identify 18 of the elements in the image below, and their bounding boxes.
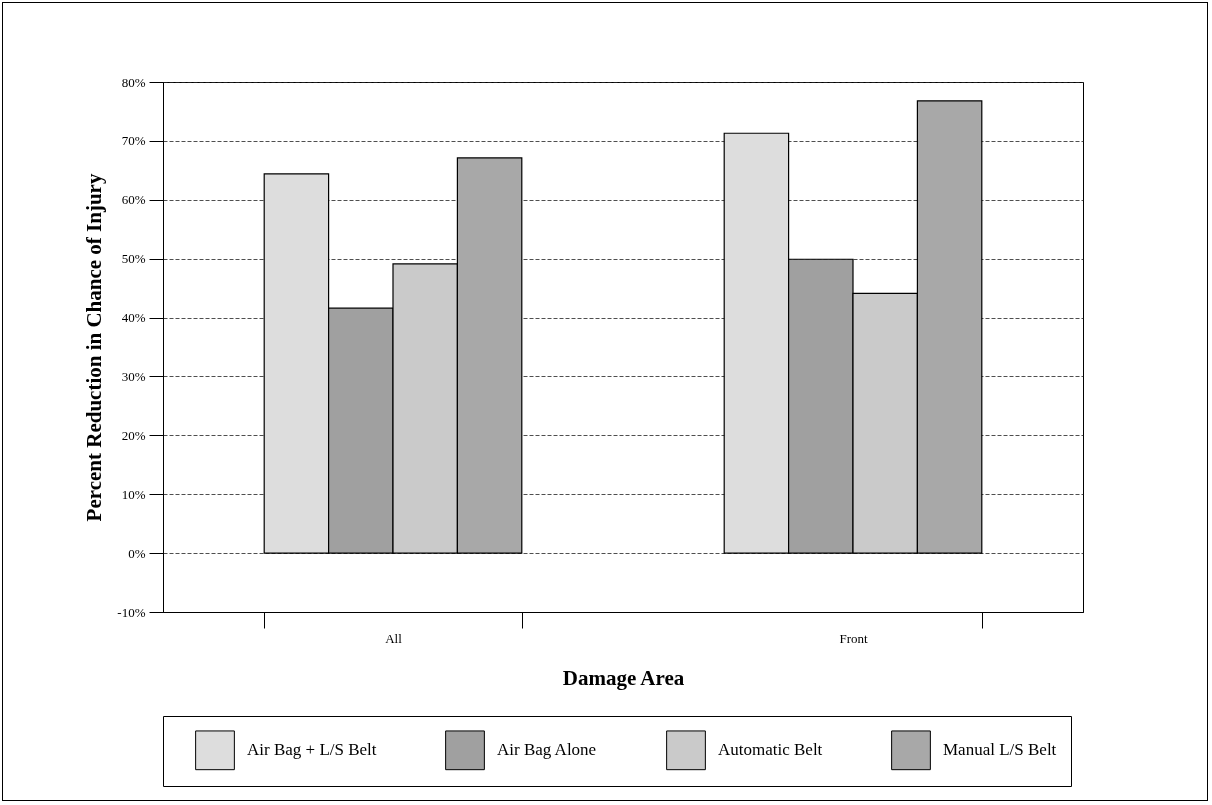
x-tick-label: Front (839, 630, 868, 646)
legend-label: Air Bag Alone (497, 740, 597, 760)
y-tick-label: 50% (121, 251, 146, 267)
y-tick-label: 30% (121, 368, 146, 384)
y-tick-label: 20% (121, 427, 146, 443)
y-tick-label: -10% (117, 604, 146, 620)
legend-label: Manual L/S Belt (943, 740, 1057, 760)
y-axis-title: Percent Reduction in Chance of Injury (82, 173, 107, 522)
legend-label: Air Bag + L/S Belt (247, 740, 377, 760)
y-tick-label: 70% (121, 133, 146, 149)
y-tick-label: 40% (121, 310, 146, 326)
y-tick-label: 80% (121, 74, 146, 90)
y-tick-label: 60% (121, 192, 146, 208)
x-tick-label: All (385, 630, 403, 646)
y-tick-label: 0% (128, 545, 146, 561)
x-axis-title: Damage Area (562, 665, 685, 690)
legend-label: Automatic Belt (718, 740, 823, 760)
y-tick-label: 10% (121, 486, 146, 502)
